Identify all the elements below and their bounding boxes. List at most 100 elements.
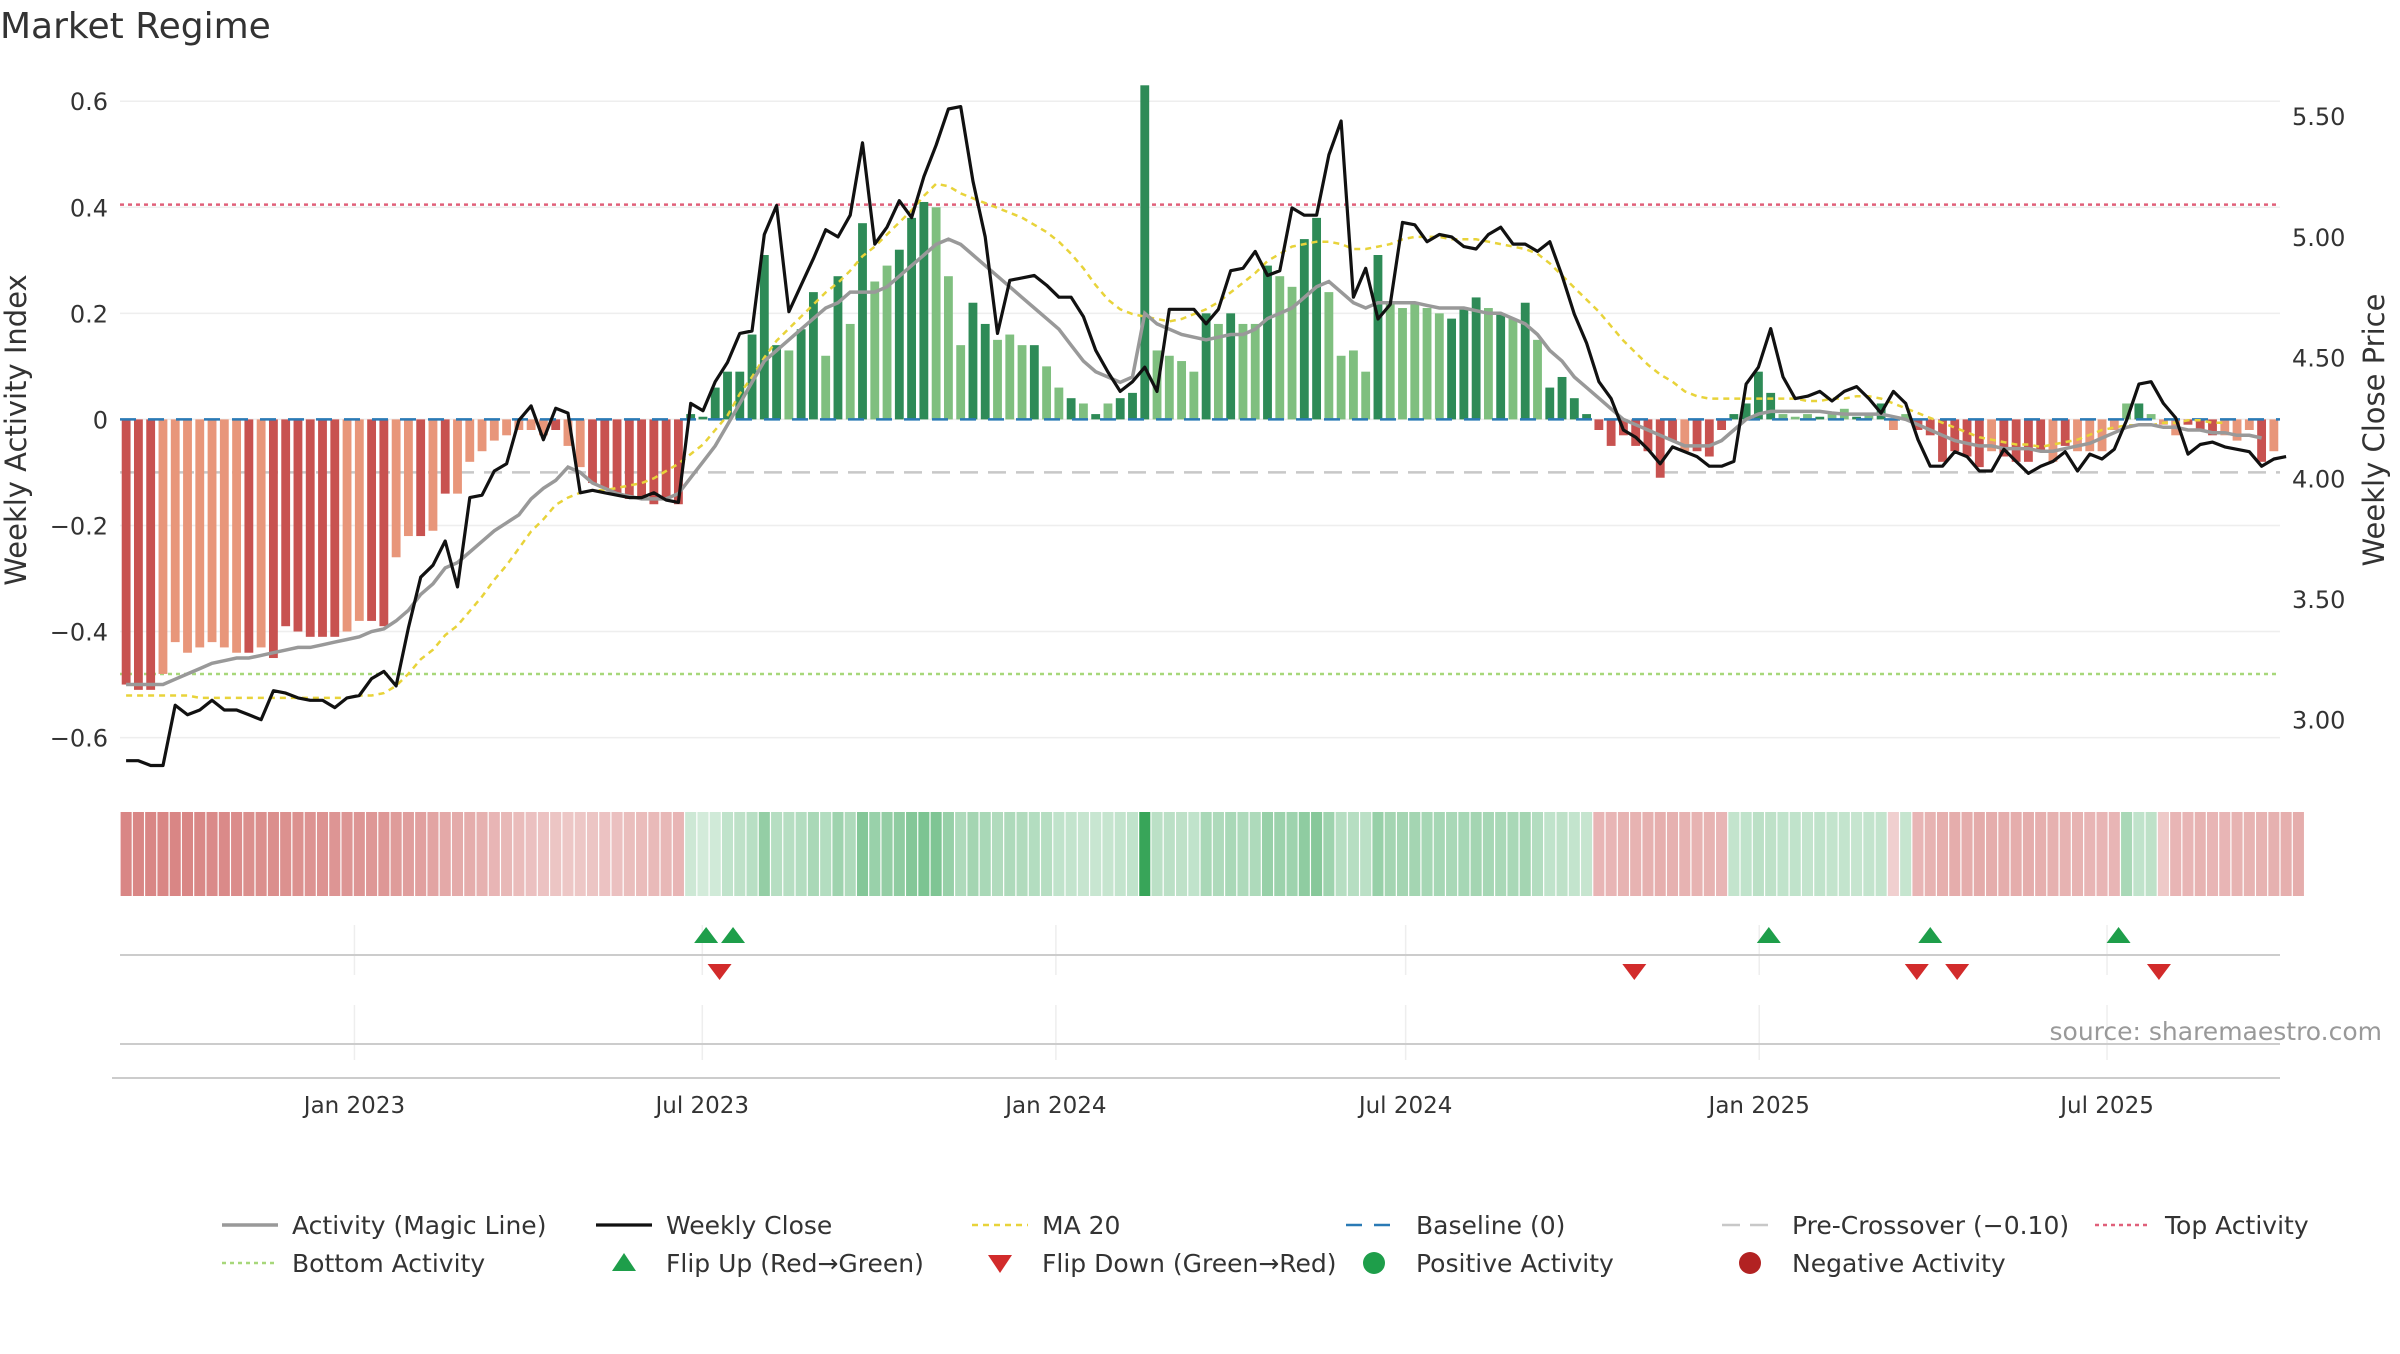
regime-band-cell: [783, 812, 795, 896]
regime-band-cell: [1838, 812, 1850, 896]
activity-bar: [2097, 419, 2107, 452]
activity-bar: [551, 419, 561, 430]
activity-bar: [1164, 355, 1174, 420]
activity-bar: [1483, 308, 1493, 420]
activity-bar: [2244, 419, 2254, 430]
regime-band-cell: [685, 812, 697, 896]
regime-band-cell: [856, 812, 869, 896]
regime-band-cell: [1016, 812, 1028, 896]
legend-label: Negative Activity: [1792, 1249, 2006, 1278]
legend-swatch-flip-up: [612, 1253, 636, 1271]
activity-bar: [1091, 414, 1101, 420]
regime-band-cell: [1568, 812, 1580, 896]
activity-bar: [1704, 419, 1714, 457]
regime-band-cell: [1482, 812, 1494, 896]
regime-band-cell: [1998, 812, 2010, 896]
regime-band-cell: [1826, 812, 1838, 896]
activity-bar: [183, 419, 192, 653]
regime-band-cell: [2084, 812, 2096, 896]
regime-band-cell: [967, 812, 979, 896]
activity-bar: [1005, 334, 1015, 420]
regime-band-cell: [378, 812, 390, 896]
activity-bar: [968, 302, 978, 420]
activity-bar: [1680, 419, 1690, 452]
regime-band-cell: [869, 812, 881, 896]
regime-band-cell: [501, 812, 513, 896]
regime-band-cell: [1028, 812, 1040, 896]
regime-band-cell: [1188, 812, 1200, 896]
regime-band-cell: [2096, 812, 2108, 896]
left-tick-label: −0.2: [50, 512, 108, 540]
activity-bar: [1177, 361, 1187, 420]
regime-band-cell: [820, 812, 832, 896]
activity-bar: [1054, 387, 1064, 420]
activity-bar: [293, 419, 303, 632]
regime-band-cell: [439, 812, 451, 896]
regime-band-cell: [415, 812, 427, 896]
regime-band-cell: [341, 812, 353, 896]
regime-band-cell: [1274, 812, 1286, 896]
regime-band-cell: [476, 812, 488, 896]
regime-band-cell: [292, 812, 304, 896]
regime-band-cell: [316, 812, 329, 896]
right-tick-label: 5.00: [2292, 224, 2345, 252]
regime-band-cell: [1666, 812, 1679, 896]
bottom-panel: [112, 954, 2280, 1079]
source-label: source: sharemaestro.com: [2050, 1017, 2383, 1046]
regime-band-cell: [1630, 812, 1642, 896]
activity-bar: [2073, 419, 2082, 452]
regime-band-cell: [1875, 812, 1887, 896]
activity-bar: [575, 419, 585, 468]
regime-band-cell: [157, 812, 169, 896]
flip-up-marker: [721, 927, 746, 943]
activity-bar: [772, 345, 782, 420]
flip-down-marker: [2146, 964, 2171, 980]
activity-bar: [1520, 302, 1530, 420]
activity-bar: [1766, 392, 1776, 420]
activity-bar: [1029, 345, 1039, 420]
regime-band-cell: [930, 812, 942, 896]
activity-bar: [882, 265, 892, 420]
regime-band-cell: [562, 812, 574, 896]
regime-band-cell: [1777, 812, 1789, 896]
regime-band-cell: [537, 812, 549, 896]
activity-bar: [1422, 308, 1432, 420]
legend-item: Weekly Close: [596, 1211, 832, 1240]
left-tick-label: 0.6: [70, 88, 108, 116]
activity-bar: [379, 419, 389, 627]
regime-band-cell: [1581, 812, 1593, 896]
regime-band-cell: [2133, 812, 2145, 896]
activity-bar: [1275, 276, 1285, 420]
regime-band-cell: [758, 812, 770, 896]
regime-band-cell: [1765, 812, 1777, 896]
activity-bar: [2048, 419, 2058, 462]
activity-bar: [1066, 398, 1076, 420]
regime-band-cell: [881, 812, 893, 896]
regime-band-cell: [1102, 812, 1114, 896]
regime-band-cell: [1470, 812, 1482, 896]
activity-bar: [2257, 419, 2267, 462]
activity-bar: [759, 255, 769, 420]
legend-item: MA 20: [972, 1211, 1120, 1240]
flip-up-marker: [694, 927, 719, 943]
regime-band-cell: [243, 812, 255, 896]
regime-band-cell: [1151, 812, 1163, 896]
activity-bar: [170, 419, 180, 643]
regime-band-cell: [2170, 812, 2182, 896]
left-tick-label: −0.6: [50, 725, 108, 753]
regime-band-cell: [1740, 812, 1752, 896]
left-tick-label: 0.2: [70, 300, 108, 328]
activity-bar: [1287, 286, 1297, 420]
activity-bar: [1668, 419, 1677, 441]
legend-swatch-positive: [1363, 1252, 1385, 1274]
regime-band-cell: [1961, 812, 1973, 896]
left-axis-title: Weekly Activity Index: [0, 274, 33, 585]
flip-down-marker: [707, 964, 732, 980]
activity-bar: [502, 419, 512, 436]
x-tick-label: Jan 2025: [1707, 1093, 1810, 1119]
axes: 0.6 0.4 0.2 0 −0.2 −0.4 −0.6 5.50 5.00 4.50 4.00 3.…: [0, 88, 2391, 1119]
regime-band-cell: [2022, 812, 2034, 896]
regime-band-cell: [1347, 812, 1359, 896]
regime-band-cell: [2047, 812, 2059, 896]
activity-bar: [1815, 416, 1825, 420]
